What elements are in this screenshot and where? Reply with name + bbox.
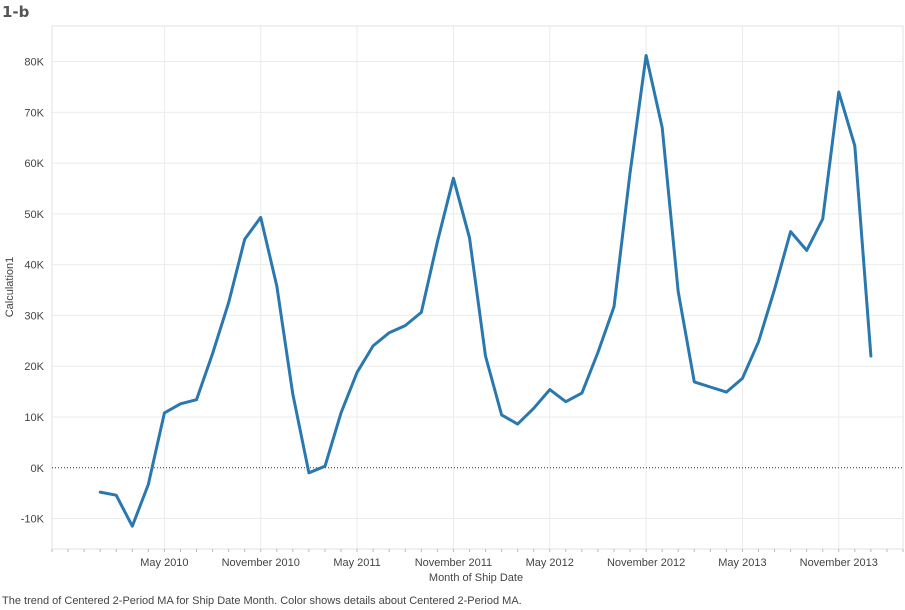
series-line: [98, 54, 873, 528]
y-tick-label: 30K: [24, 310, 44, 322]
x-tick-label: November 2010: [222, 557, 300, 569]
y-tick-label: 50K: [24, 209, 44, 221]
axes: [51, 25, 904, 552]
x-tick-label: May 2012: [526, 557, 574, 569]
x-tick-label: May 2013: [718, 557, 766, 569]
y-axis-title: Calculation1: [4, 257, 16, 318]
line-chart: -10K 0K 10K 20K 30K 40K 50K 60K 70K 80K May 2010 No…: [4, 25, 904, 584]
y-tick-label: 0K: [31, 463, 45, 475]
y-tick-label: 20K: [24, 361, 44, 373]
grid-lines: [52, 26, 903, 549]
x-axis-title: Month of Ship Date: [429, 572, 523, 584]
y-tick-label: -10K: [21, 514, 45, 526]
chart-caption: The trend of Centered 2-Period MA for Sh…: [2, 595, 522, 607]
x-tick-label: November 2013: [800, 557, 878, 569]
x-tick-label: November 2012: [607, 557, 685, 569]
tick-labels: -10K 0K 10K 20K 30K 40K 50K 60K 70K 80K May 2010 No…: [21, 57, 878, 569]
sheet-title: 1-b: [2, 3, 30, 21]
plot-border: [51, 25, 904, 550]
x-tick-label: May 2011: [333, 557, 381, 569]
y-tick-label: 70K: [24, 107, 44, 119]
series-layer: [98, 54, 873, 528]
y-tick-label: 40K: [24, 260, 44, 272]
y-tick-label: 10K: [24, 412, 44, 424]
x-tick-label: November 2011: [415, 557, 492, 569]
y-tick-label: 60K: [24, 158, 44, 170]
x-tick-label: May 2010: [140, 557, 188, 569]
y-tick-label: 80K: [24, 57, 44, 69]
